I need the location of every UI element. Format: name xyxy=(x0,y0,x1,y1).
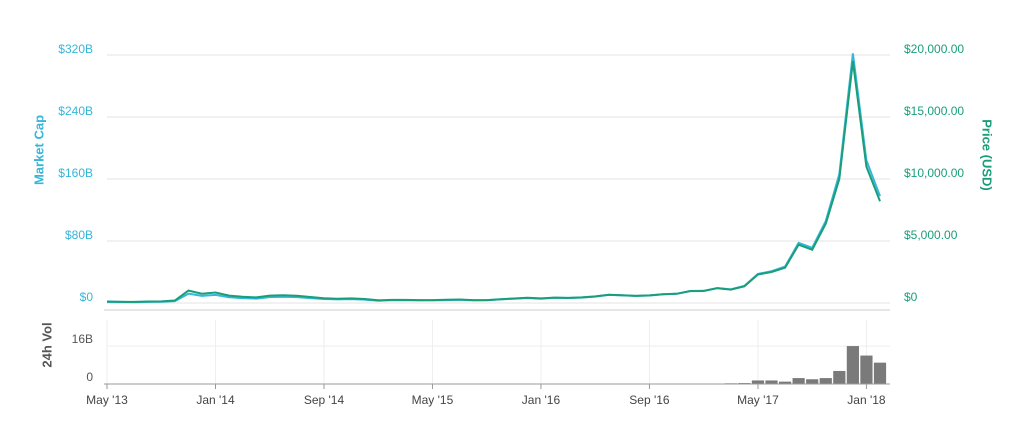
volume-bar xyxy=(860,355,873,384)
line-series xyxy=(106,61,881,303)
x-tick-label: May '17 xyxy=(737,393,779,407)
x-tick-label: Jan '14 xyxy=(196,393,235,407)
volume-bar xyxy=(833,370,846,384)
volume-bar xyxy=(819,378,832,384)
y-tick-label: 0 xyxy=(86,370,93,384)
y2-axis-title: Price (USD) xyxy=(980,119,995,191)
y-tick-label: $0 xyxy=(80,290,94,304)
y-tick-label: $160B xyxy=(58,166,93,180)
x-tick-label: May '15 xyxy=(412,393,454,407)
x-tick-label: Sep '14 xyxy=(304,393,345,407)
y2-tick-label: $0 xyxy=(904,290,918,304)
x-tick-label: May '13 xyxy=(86,393,128,407)
y2-tick-label: $20,000.00 xyxy=(904,42,964,56)
volume-bar xyxy=(765,380,778,384)
volume-bar xyxy=(751,380,765,384)
volume-bar xyxy=(792,378,805,384)
x-tick-label: Jan '16 xyxy=(522,393,561,407)
volume-bar xyxy=(846,346,859,384)
x-tick-label: Sep '16 xyxy=(629,393,670,407)
y-tick-label: $240B xyxy=(58,104,93,118)
y2-tick-label: $10,000.00 xyxy=(904,166,964,180)
line-series xyxy=(106,53,881,304)
vol-axis-title: 24h Vol xyxy=(39,322,54,367)
volume-bar xyxy=(806,379,819,384)
volume-bar xyxy=(873,362,887,384)
volume-bar xyxy=(778,381,792,384)
y-axis-title: Market Cap xyxy=(31,115,46,185)
y-tick-label: $80B xyxy=(65,228,93,242)
y2-tick-label: $15,000.00 xyxy=(904,104,964,118)
x-tick-label: Jan '18 xyxy=(847,393,886,407)
y2-tick-label: $5,000.00 xyxy=(904,228,958,242)
y-tick-label: 16B xyxy=(72,332,93,346)
y-tick-label: $320B xyxy=(58,42,93,56)
